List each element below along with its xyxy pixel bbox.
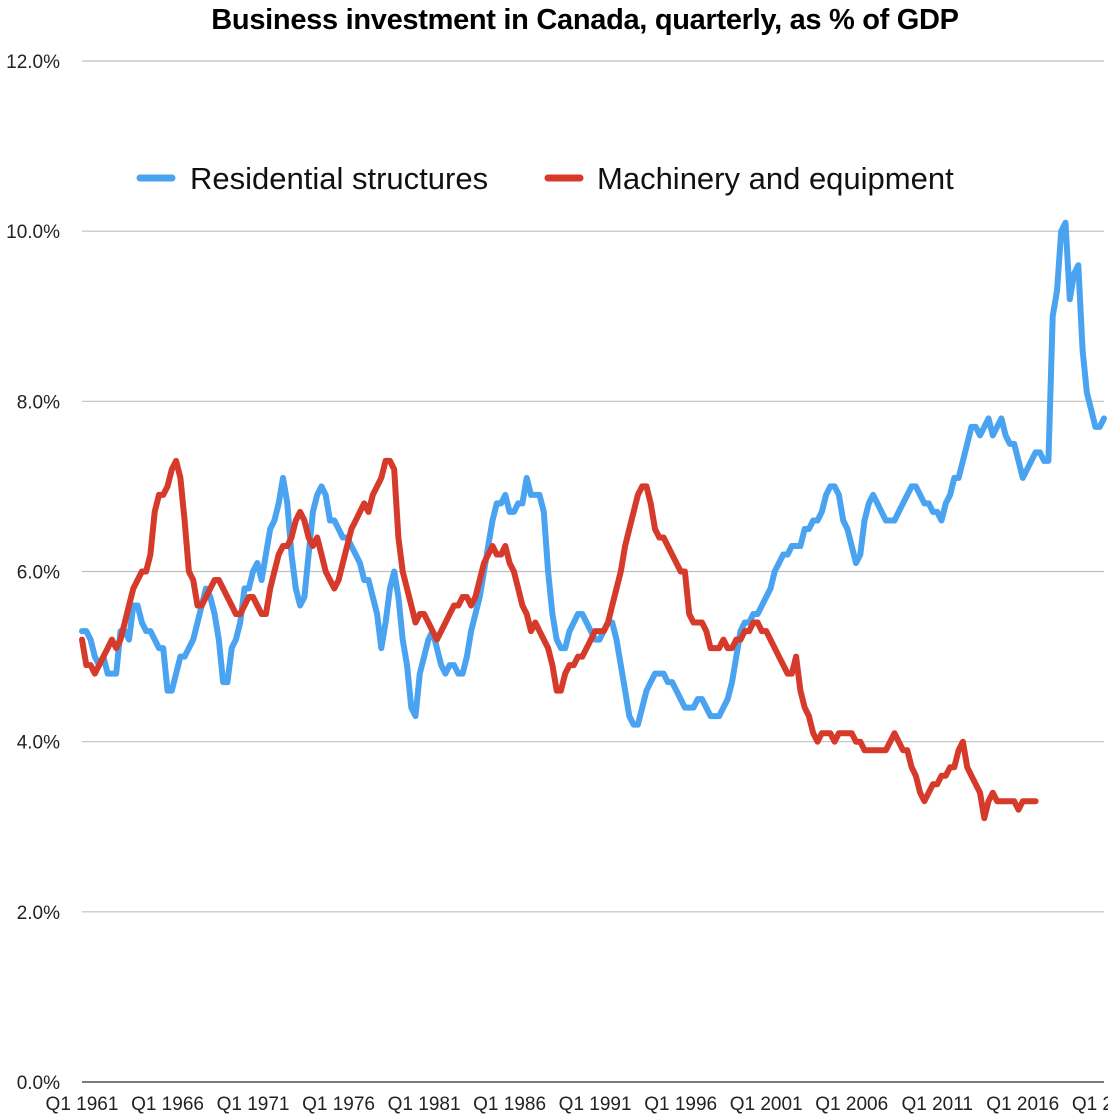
series-line-machinery bbox=[79, 457, 1039, 822]
x-tick-label: Q1 1976 bbox=[302, 1094, 375, 1114]
legend: Residential structures Machinery and equi… bbox=[136, 161, 954, 196]
x-axis-ticks: Q1 1961 Q1 1966 Q1 1971 Q1 1976 Q1 1981 Q1 19… bbox=[46, 1094, 1108, 1114]
x-tick-label: Q1 2011 bbox=[901, 1094, 972, 1114]
chart-title: Business investment in Canada, quarterly… bbox=[211, 4, 959, 36]
legend-label: Machinery and equipment bbox=[597, 161, 954, 196]
x-tick-label: Q1 1961 bbox=[46, 1094, 119, 1114]
y-axis-ticks: 0.0% 2.0% 4.0% 6.0% 8.0% 10.0% 12.0% bbox=[6, 52, 60, 1094]
y-tick-label: 8.0% bbox=[17, 392, 60, 413]
series-line-residential bbox=[79, 219, 1107, 728]
series-lines bbox=[79, 219, 1107, 822]
legend-label: Residential structures bbox=[190, 161, 488, 196]
x-tick-label: Q1 1991 bbox=[559, 1094, 632, 1114]
gridlines bbox=[82, 60, 1104, 1083]
y-tick-label: 2.0% bbox=[17, 903, 60, 924]
y-tick-label: 10.0% bbox=[6, 222, 60, 243]
x-tick-label: Q1 2001 bbox=[730, 1094, 803, 1114]
x-tick-label: Q1 2021 bbox=[1072, 1094, 1108, 1114]
x-tick-label: Q1 1986 bbox=[473, 1094, 546, 1114]
x-tick-label: Q1 1971 bbox=[217, 1094, 290, 1114]
x-tick-label: Q1 1996 bbox=[644, 1094, 717, 1114]
y-tick-label: 4.0% bbox=[17, 733, 60, 754]
x-tick-label: Q1 2016 bbox=[986, 1094, 1059, 1114]
y-tick-label: 0.0% bbox=[17, 1073, 60, 1094]
y-tick-label: 12.0% bbox=[6, 52, 60, 73]
y-tick-label: 6.0% bbox=[17, 563, 60, 584]
x-tick-label: Q1 2006 bbox=[815, 1094, 888, 1114]
x-tick-label: Q1 1981 bbox=[388, 1094, 461, 1114]
x-tick-label: Q1 1966 bbox=[131, 1094, 204, 1114]
